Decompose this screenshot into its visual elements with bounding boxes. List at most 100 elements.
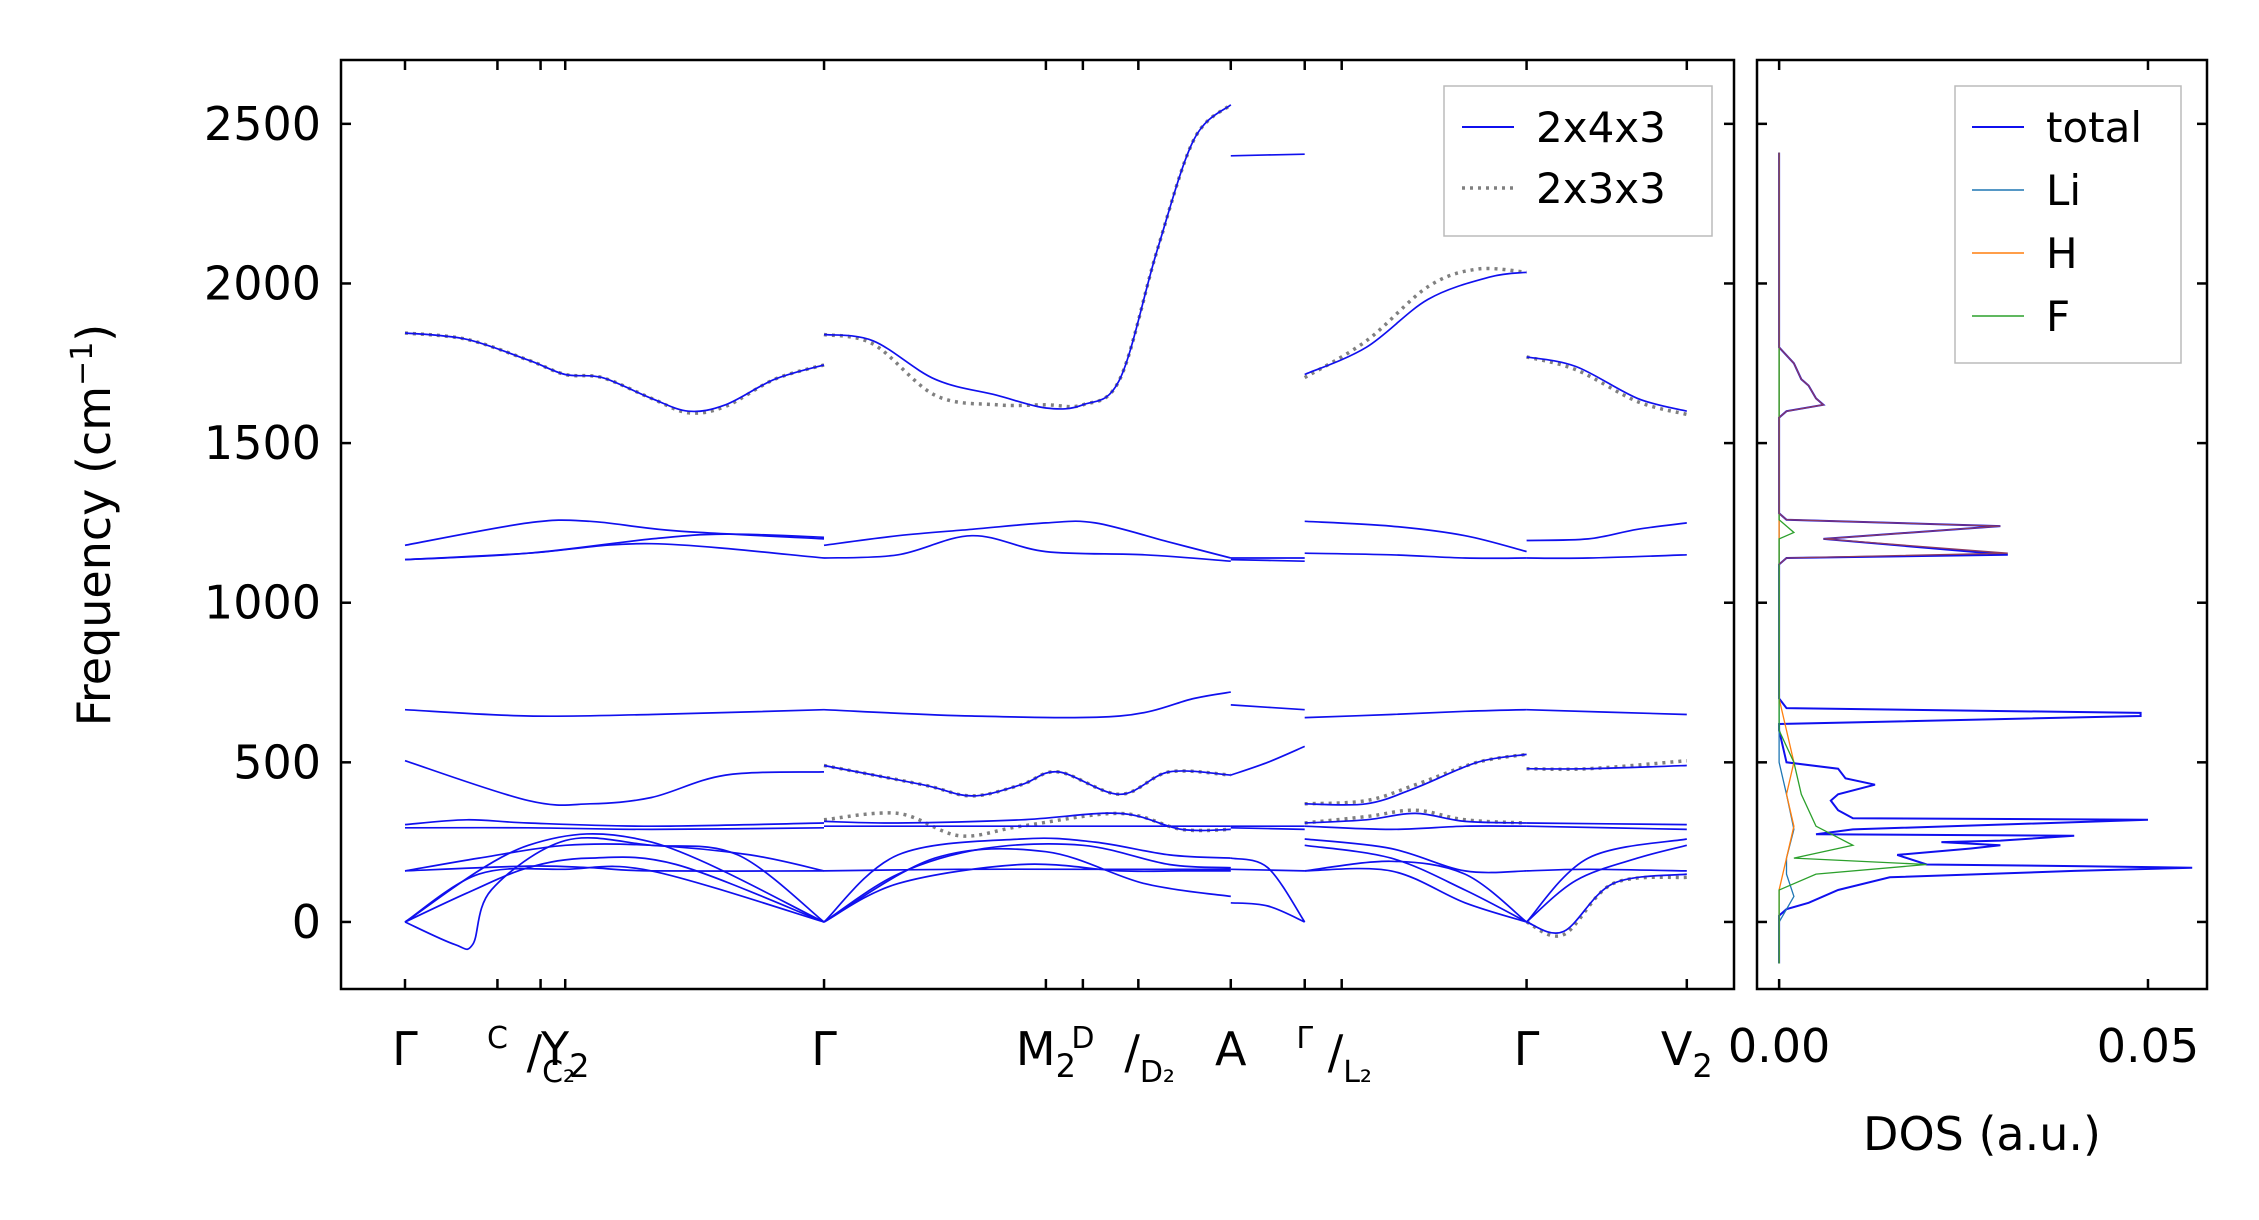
y-axis-label-base: Frequency (cm [67, 386, 121, 726]
k-label: Y2 [540, 1022, 589, 1085]
band-line [1525, 875, 1687, 938]
dos-y-ticks [1757, 122, 2207, 924]
legend-label-li: Li [2046, 166, 2081, 215]
band-line [1304, 552, 1527, 560]
band-line [823, 691, 1231, 719]
band-line [1304, 708, 1527, 719]
band-line [1526, 844, 1688, 923]
band-line [823, 763, 1231, 798]
band-line [1230, 857, 1306, 923]
k-label: /L₂ [1328, 1025, 1372, 1090]
k-label: Γ [392, 1022, 418, 1076]
band-line [404, 826, 825, 831]
band-line [823, 847, 1231, 923]
band-line [1304, 867, 1527, 923]
y-axis-ticks: 0 500 1000 1500 2000 2500 [204, 97, 1734, 949]
legend-label-h: H [2046, 229, 2078, 278]
dos-x-tick-label: 0.00 [1728, 1019, 1830, 1073]
k-label: C [487, 1021, 508, 1056]
band-line [1526, 822, 1687, 826]
band-line [823, 837, 1231, 923]
dos-x-ticks: 0.00 0.05 [1728, 60, 2199, 1073]
band-line [823, 534, 1231, 563]
band-line [1230, 558, 1305, 563]
band-line [1525, 838, 1687, 923]
band-line [404, 865, 825, 923]
dos-legend: total Li H F [1954, 85, 2182, 364]
band-line [1230, 704, 1305, 711]
band-line [1304, 838, 1527, 874]
band-line [404, 542, 825, 561]
band-line [404, 519, 825, 547]
dos-x-tick-label: 0.05 [2097, 1019, 2199, 1073]
y-tick-label: 2000 [204, 256, 321, 310]
band-line [823, 863, 1231, 923]
band-line [1526, 825, 1687, 831]
k-label: Γ [1514, 1022, 1540, 1076]
band-line [823, 104, 1232, 410]
y-tick-label: 1000 [204, 576, 321, 630]
dos-x-axis-label: DOS (a.u.) [1863, 1107, 2101, 1161]
y-axis-label-exponent: −1 [65, 342, 100, 386]
legend-label-2x4x3: 2x4x3 [1536, 103, 1666, 152]
y-tick-label: 1500 [204, 416, 321, 470]
band-line [404, 843, 825, 872]
k-label: /D₂ [1124, 1025, 1175, 1090]
k-label: M2 [1016, 1022, 1076, 1085]
band-line [823, 812, 1231, 832]
band-line [1230, 826, 1305, 831]
band-line [404, 332, 825, 413]
band-line [1230, 901, 1306, 923]
band-line [1304, 825, 1527, 831]
dos-f-line [1778, 152, 1927, 964]
dos-panel: 0.00 0.05 DOS (a.u.) total Li H F [1728, 58, 2209, 1161]
band-line [1304, 860, 1528, 923]
band-line [404, 837, 825, 951]
band-line [1526, 764, 1687, 770]
k-label: Γ [1296, 1021, 1313, 1056]
band-plot-frame [339, 58, 1736, 991]
y-tick-label: 2500 [204, 97, 321, 151]
band-line [1230, 745, 1306, 776]
band-line [404, 331, 825, 415]
band-line [1230, 153, 1305, 157]
band-line [1526, 356, 1688, 413]
band-line [823, 811, 1231, 838]
band-line [404, 856, 825, 923]
k-label: Γ [811, 1022, 837, 1076]
y-tick-label: 0 [292, 895, 321, 949]
band-line [1304, 752, 1527, 806]
band-line [1526, 708, 1687, 716]
k-label: D [1071, 1021, 1094, 1056]
y-tick-label: 500 [233, 735, 321, 789]
band-line [1304, 271, 1527, 376]
band-line [1304, 520, 1527, 553]
band-line [1304, 753, 1527, 806]
series-2x4x3 [404, 104, 1688, 951]
band-line [1526, 868, 1687, 872]
band-line [404, 818, 825, 828]
dos-overlap-line [1778, 152, 2008, 565]
k-label: A [1215, 1022, 1247, 1076]
band-line [1304, 844, 1527, 923]
band-line [823, 520, 1232, 559]
y-axis-label: Frequency (cm−1) [65, 324, 121, 727]
band-line [1526, 522, 1687, 542]
y-axis-label-close: ) [67, 324, 121, 342]
band-line [1230, 868, 1305, 872]
band-curves [404, 103, 1688, 951]
band-line [823, 103, 1232, 409]
band-line [823, 764, 1231, 797]
dos-curves [1778, 152, 2193, 964]
band-line [1526, 553, 1687, 560]
band-line [823, 843, 1231, 923]
k-label: /C₂ [527, 1025, 575, 1090]
dos-plot-frame [1755, 58, 2209, 991]
band-line [823, 868, 1231, 872]
legend-label-f: F [2046, 292, 2070, 341]
band-line [1304, 812, 1527, 824]
band-line [1526, 873, 1687, 934]
